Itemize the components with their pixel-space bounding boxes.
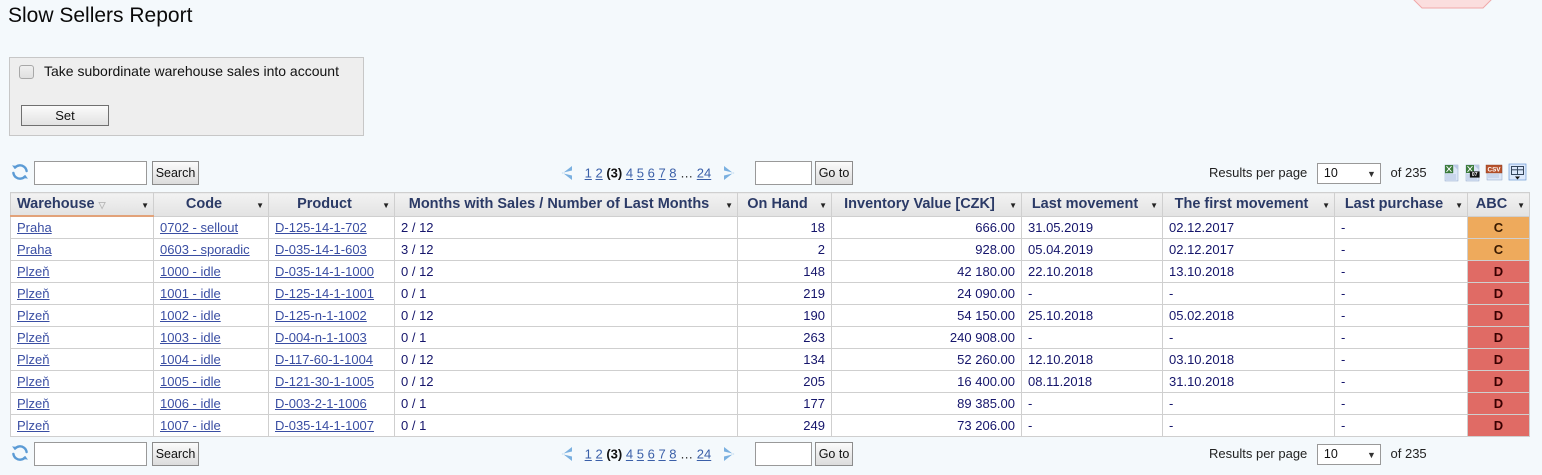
svg-text:07: 07: [1472, 172, 1478, 178]
svg-text:CSV: CSV: [1488, 166, 1502, 173]
